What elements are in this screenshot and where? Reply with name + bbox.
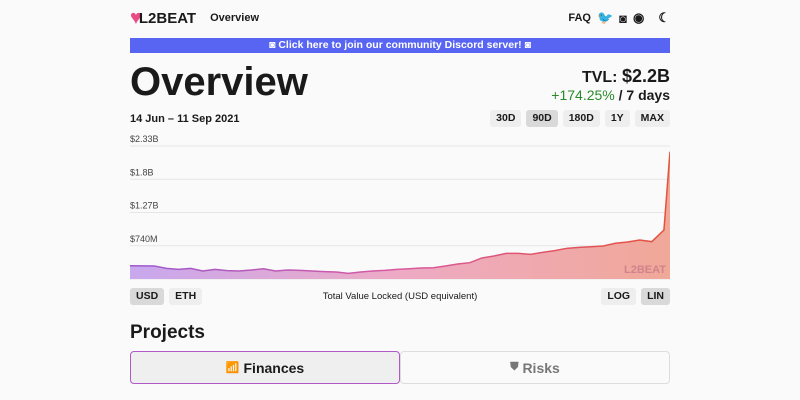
- chart-icon: 📶: [225, 362, 240, 374]
- header: ♥ L2BEAT Overview FAQ 🐦 ◙ ◉ ☾: [130, 4, 670, 32]
- tvl-value: $2.2B: [621, 66, 670, 86]
- discord-icon[interactable]: ◙: [619, 10, 627, 26]
- range-button-180d[interactable]: 180D: [562, 110, 600, 127]
- moon-icon[interactable]: ☾: [658, 10, 670, 25]
- range-button-max[interactable]: MAX: [634, 110, 670, 127]
- date-range: 14 Jun – 11 Sep 2021: [130, 113, 240, 125]
- tvl-label: TVL:: [581, 69, 618, 86]
- project-tabs: 📶 Finances ⛊ Risks: [130, 351, 670, 384]
- tvl-line: [130, 151, 670, 275]
- faq-link[interactable]: FAQ: [568, 12, 591, 24]
- scale-button-log[interactable]: LOG: [601, 288, 637, 305]
- tvl-period: / 7 days: [618, 87, 670, 103]
- chart-caption: Total Value Locked (USD equivalent): [322, 291, 478, 302]
- currency-button-eth[interactable]: ETH: [169, 288, 203, 305]
- scale-button-lin[interactable]: LIN: [641, 288, 670, 305]
- projects-title: Projects: [130, 322, 205, 343]
- discord-icon: ◙: [269, 39, 279, 51]
- range-button-30d[interactable]: 30D: [490, 110, 522, 127]
- page-title: Overview: [130, 60, 308, 104]
- heart-icon: ♥: [130, 6, 142, 29]
- logo[interactable]: ♥ L2BEAT: [130, 7, 196, 30]
- discord-icon: ◙: [521, 39, 531, 51]
- y-tick-label: $1.8B: [130, 167, 154, 177]
- currency-button-usd[interactable]: USD: [130, 288, 165, 305]
- discord-banner[interactable]: ◙ Click here to join our community Disco…: [130, 38, 670, 53]
- banner-text: Click here to join our community Discord…: [278, 39, 522, 51]
- range-button-1y[interactable]: 1Y: [604, 110, 630, 127]
- tab-label: Finances: [243, 359, 305, 376]
- tvl-summary: TVL: $2.2B +174.25% / 7 days: [551, 66, 670, 103]
- y-tick-label: $2.33B: [130, 134, 159, 144]
- chart-controls: Total Value Locked (USD equivalent) USD E…: [130, 288, 670, 305]
- y-tick-label: $740M: [130, 234, 158, 244]
- range-button-90d[interactable]: 90D: [526, 110, 558, 127]
- area-fill: [130, 151, 670, 279]
- y-tick-label: $1.27B: [130, 201, 159, 211]
- logo-text: L2BEAT: [138, 9, 197, 27]
- twitter-icon[interactable]: 🐦: [596, 10, 614, 25]
- github-icon[interactable]: ◉: [633, 10, 645, 25]
- tab-finances[interactable]: 📶 Finances: [130, 351, 400, 384]
- shield-icon: ⛊: [510, 361, 519, 373]
- watermark-logo: L2BEAT: [624, 264, 666, 276]
- tab-label: Risks: [522, 359, 560, 376]
- tvl-change: +174.25%: [551, 87, 615, 103]
- tab-risks[interactable]: ⛊ Risks: [400, 351, 670, 384]
- range-buttons: 30D 90D 180D 1Y MAX: [490, 110, 670, 127]
- nav-overview[interactable]: Overview: [210, 12, 260, 24]
